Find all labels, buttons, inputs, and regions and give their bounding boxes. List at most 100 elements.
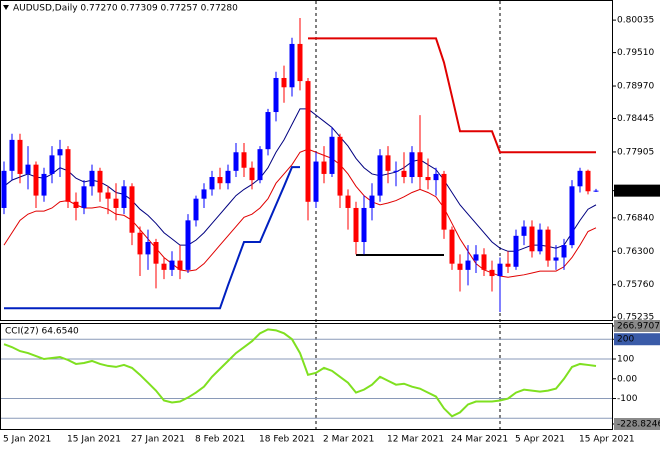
candle-body xyxy=(529,226,535,252)
candle-body xyxy=(17,139,23,174)
candle-body xyxy=(537,229,543,252)
candle-body xyxy=(1,170,7,208)
candle-body xyxy=(545,229,551,261)
x-tick-label: 8 Feb 2021 xyxy=(195,435,245,445)
candle-body xyxy=(49,155,55,174)
y-tick-label: 0.77905 xyxy=(617,147,654,157)
candle-body xyxy=(313,161,319,202)
candle-body xyxy=(73,201,79,208)
candle-body xyxy=(473,254,479,261)
candle-body xyxy=(153,242,159,264)
overlay-line xyxy=(308,37,596,154)
candle-body xyxy=(481,254,487,270)
candle-body xyxy=(273,77,279,113)
candle-body xyxy=(569,186,575,246)
y-tick-label: -228.8246 xyxy=(617,420,660,430)
candle-body xyxy=(113,198,119,208)
x-tick-label: 5 Apr 2021 xyxy=(515,435,565,445)
candle-body xyxy=(457,263,463,270)
candle-body xyxy=(265,112,271,150)
candle-body xyxy=(121,186,127,208)
candle-body xyxy=(449,229,455,264)
candle-body xyxy=(593,190,599,192)
x-tick-label: 15 Apr 2021 xyxy=(579,435,635,445)
x-tick-label: 12 Mar 2021 xyxy=(387,435,444,445)
candle-body xyxy=(345,195,351,208)
candle-body xyxy=(209,177,215,190)
candle-body xyxy=(385,155,391,171)
candle-body xyxy=(169,260,175,270)
x-tick-label: 5 Jan 2021 xyxy=(3,435,51,445)
candle-body xyxy=(369,195,375,208)
marks xyxy=(1,17,612,419)
y-tick-label: 0.76840 xyxy=(617,213,654,223)
y-tick-label: 0.78445 xyxy=(617,114,654,124)
candle-body xyxy=(89,170,95,187)
candle-body xyxy=(505,263,511,267)
candle-body xyxy=(25,164,31,174)
y-tick-bg xyxy=(614,320,660,332)
candle-body xyxy=(465,260,471,270)
candle-body xyxy=(97,170,103,193)
y-tick-label: 0.76300 xyxy=(617,247,654,257)
overlay-line xyxy=(4,166,300,310)
y-tick-label: 0.75235 xyxy=(617,313,654,323)
x-tick-label: 24 Mar 2021 xyxy=(451,435,508,445)
candle-body xyxy=(241,152,247,168)
y-tick-label: 0.78970 xyxy=(617,82,654,92)
y-tick-label: 0.79510 xyxy=(617,48,654,58)
candle-body xyxy=(297,43,303,82)
candle-body xyxy=(321,161,327,174)
candle-body xyxy=(401,170,407,178)
candle-body xyxy=(489,269,495,277)
candle-body xyxy=(257,149,263,181)
candle-body xyxy=(65,149,71,202)
candle-body xyxy=(193,198,199,221)
y-tick-label: -100 xyxy=(617,394,638,404)
y-tick-bg xyxy=(614,333,660,346)
x-tick-label: 15 Jan 2021 xyxy=(67,435,121,445)
candle-body xyxy=(433,173,439,181)
menu-arrow xyxy=(3,5,9,10)
candle-body xyxy=(441,173,447,230)
x-tick-label: 2 Mar 2021 xyxy=(323,435,374,445)
y-tick-bg xyxy=(614,418,660,430)
candle-body xyxy=(377,155,383,196)
candle-body xyxy=(425,177,431,181)
candle-body xyxy=(225,170,231,184)
candle-body xyxy=(161,263,167,270)
candle-body xyxy=(281,77,287,88)
candle-body xyxy=(417,152,423,178)
candle-body xyxy=(145,242,151,255)
candle-body xyxy=(217,177,223,184)
overlay-line xyxy=(3,148,597,278)
candle-body xyxy=(393,170,399,172)
y-tick-label: 266.9707 xyxy=(617,322,660,332)
candle-body xyxy=(41,173,47,196)
candle-body xyxy=(201,189,207,199)
x-tick-label: 27 Jan 2021 xyxy=(131,435,185,445)
candle-body xyxy=(585,170,591,192)
y-tick-label: 100 xyxy=(617,355,634,365)
candle-body xyxy=(289,43,295,88)
candle-body xyxy=(81,186,87,208)
candle-body xyxy=(185,220,191,270)
candle-body xyxy=(561,245,567,258)
x-tick-label: 18 Feb 2021 xyxy=(259,435,315,445)
candle-body xyxy=(137,232,143,255)
y-tick-label: 200 xyxy=(617,335,634,345)
candle-body xyxy=(337,136,343,196)
candle-body xyxy=(105,192,111,199)
y-tick-label: 0.80035 xyxy=(617,16,654,26)
cci-panel xyxy=(0,323,613,430)
y-tick-label: 0.00 xyxy=(617,374,637,384)
candle-body xyxy=(577,170,583,187)
candle-body xyxy=(497,263,503,277)
candle-body xyxy=(521,226,527,236)
overlay-line xyxy=(3,108,597,252)
last-price-label: 0.77280 xyxy=(617,186,654,196)
candle-body xyxy=(9,139,15,171)
last-price-bg xyxy=(614,184,660,197)
